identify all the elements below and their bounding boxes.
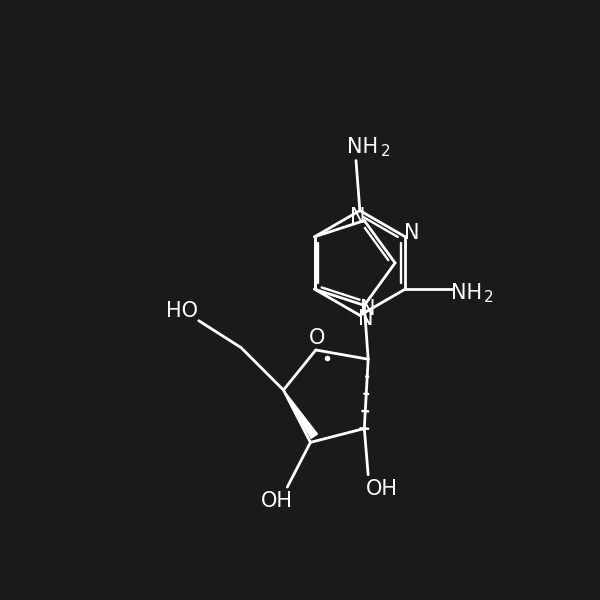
Text: 2: 2 bbox=[484, 290, 493, 305]
Text: N: N bbox=[404, 223, 419, 243]
Text: NH: NH bbox=[347, 137, 378, 157]
Text: HO: HO bbox=[166, 301, 198, 322]
Text: N: N bbox=[358, 309, 374, 329]
Text: NH: NH bbox=[451, 283, 482, 303]
Text: 2: 2 bbox=[380, 144, 390, 159]
Text: OH: OH bbox=[260, 491, 293, 511]
Text: OH: OH bbox=[366, 479, 398, 499]
Text: N: N bbox=[350, 207, 366, 227]
Text: O: O bbox=[309, 328, 326, 349]
Polygon shape bbox=[283, 390, 317, 439]
Text: N: N bbox=[361, 299, 376, 319]
